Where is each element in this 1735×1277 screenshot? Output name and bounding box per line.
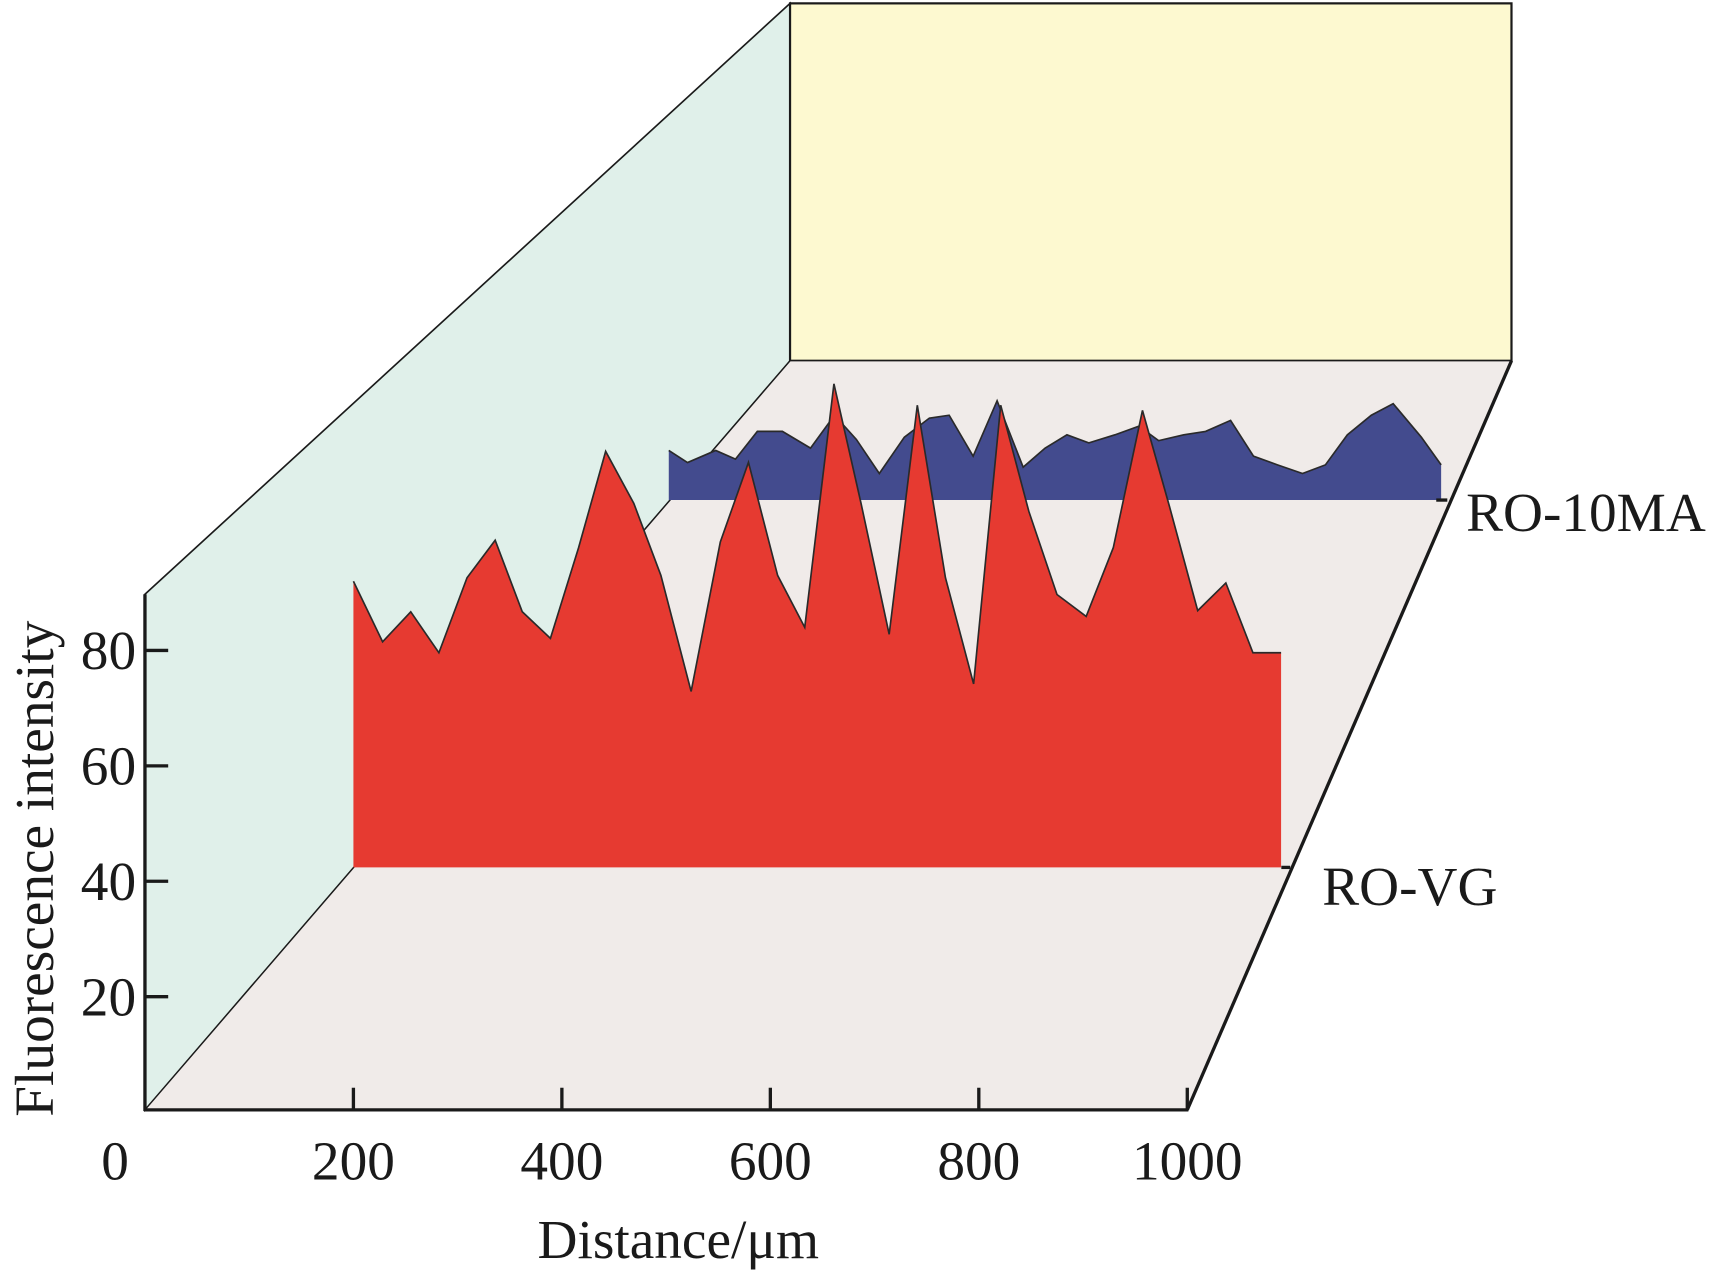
series-area-ro-vg [353,383,1282,868]
series-label: RO-10MA [1466,482,1706,543]
series-label: RO-VG [1322,856,1497,917]
series-outline-ro-vg [352,383,1282,692]
x-tick-label: 400 [520,1131,603,1192]
x-tick-label: 1000 [1132,1131,1243,1192]
series-area-ro-10ma [668,400,1442,501]
ticks-layer: 0 200 400 600 800 1000 20 40 60 80 RO-10MA RO-VG [81,482,1706,1191]
depth-axis-line [1185,360,1514,1111]
y-tick-label: 20 [81,966,136,1027]
y-axis-label: Fluorescence intensity [4,620,65,1116]
x-tick-label: 200 [312,1131,395,1192]
y-tick-label: 60 [81,736,136,797]
series-layer [352,383,1442,868]
y-tick-label: 40 [81,851,136,912]
y-tick-label: 80 [81,620,136,681]
series-outline-ro-10ma [668,398,1442,475]
x-axis-label: Distance/μm [538,1209,820,1270]
x-tick-label: 600 [729,1131,812,1192]
x-tick-label: 800 [937,1131,1020,1192]
x-tick-label: 0 [101,1131,129,1192]
back-wall [788,2,1513,362]
